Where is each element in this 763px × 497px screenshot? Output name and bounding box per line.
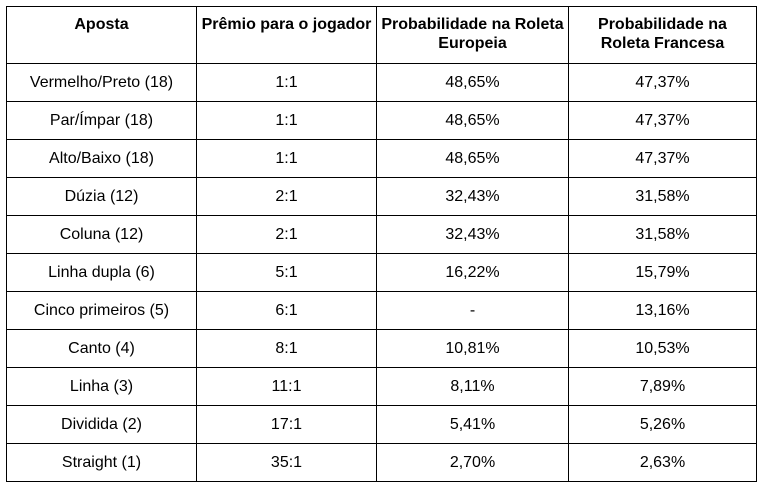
table-row: Canto (4) 8:1 10,81% 10,53%	[6, 329, 757, 368]
bet-cell: Dividida (2)	[6, 405, 197, 444]
probability-french-cell: 2,63%	[568, 443, 757, 482]
bet-cell: Cinco primeiros (5)	[6, 291, 197, 330]
header-row: Aposta Prêmio para o jogador Probabilida…	[6, 6, 757, 64]
payout-cell: 5:1	[196, 253, 377, 292]
payout-cell: 2:1	[196, 177, 377, 216]
payout-cell: 6:1	[196, 291, 377, 330]
roulette-odds-table: Aposta Prêmio para o jogador Probabilida…	[6, 6, 757, 482]
probability-french-cell: 47,37%	[568, 63, 757, 102]
payout-cell: 1:1	[196, 101, 377, 140]
table-row: Dividida (2) 17:1 5,41% 5,26%	[6, 405, 757, 444]
probability-french-cell: 10,53%	[568, 329, 757, 368]
header-payout: Prêmio para o jogador	[196, 6, 377, 64]
probability-french-cell: 7,89%	[568, 367, 757, 406]
table-row: Linha (3) 11:1 8,11% 7,89%	[6, 367, 757, 406]
header-probability-french: Probabilidade na Roleta Francesa	[568, 6, 757, 64]
probability-european-cell: 48,65%	[376, 139, 569, 178]
table-row: Vermelho/Preto (18) 1:1 48,65% 47,37%	[6, 63, 757, 102]
bet-cell: Dúzia (12)	[6, 177, 197, 216]
payout-cell: 1:1	[196, 139, 377, 178]
roulette-odds-table-container: Aposta Prêmio para o jogador Probabilida…	[6, 6, 757, 482]
probability-french-cell: 47,37%	[568, 101, 757, 140]
payout-cell: 8:1	[196, 329, 377, 368]
probability-french-cell: 31,58%	[568, 177, 757, 216]
probability-european-cell: 5,41%	[376, 405, 569, 444]
bet-cell: Vermelho/Preto (18)	[6, 63, 197, 102]
probability-european-cell: 2,70%	[376, 443, 569, 482]
payout-cell: 35:1	[196, 443, 377, 482]
payout-cell: 2:1	[196, 215, 377, 254]
probability-european-cell: 32,43%	[376, 215, 569, 254]
header-bet: Aposta	[6, 6, 197, 64]
bet-cell: Par/Ímpar (18)	[6, 101, 197, 140]
payout-cell: 11:1	[196, 367, 377, 406]
table-row: Linha dupla (6) 5:1 16,22% 15,79%	[6, 253, 757, 292]
payout-cell: 1:1	[196, 63, 377, 102]
table-row: Par/Ímpar (18) 1:1 48,65% 47,37%	[6, 101, 757, 140]
bet-cell: Linha (3)	[6, 367, 197, 406]
table-row: Alto/Baixo (18) 1:1 48,65% 47,37%	[6, 139, 757, 178]
table-row: Straight (1) 35:1 2,70% 2,63%	[6, 443, 757, 482]
probability-french-cell: 47,37%	[568, 139, 757, 178]
probability-french-cell: 15,79%	[568, 253, 757, 292]
table-header: Aposta Prêmio para o jogador Probabilida…	[6, 6, 757, 64]
bet-cell: Canto (4)	[6, 329, 197, 368]
probability-french-cell: 13,16%	[568, 291, 757, 330]
table-row: Dúzia (12) 2:1 32,43% 31,58%	[6, 177, 757, 216]
table-row: Coluna (12) 2:1 32,43% 31,58%	[6, 215, 757, 254]
probability-european-cell: 16,22%	[376, 253, 569, 292]
probability-european-cell: 8,11%	[376, 367, 569, 406]
payout-cell: 17:1	[196, 405, 377, 444]
probability-european-cell: -	[376, 291, 569, 330]
probability-french-cell: 31,58%	[568, 215, 757, 254]
probability-european-cell: 10,81%	[376, 329, 569, 368]
probability-european-cell: 32,43%	[376, 177, 569, 216]
probability-european-cell: 48,65%	[376, 101, 569, 140]
bet-cell: Coluna (12)	[6, 215, 197, 254]
bet-cell: Linha dupla (6)	[6, 253, 197, 292]
probability-french-cell: 5,26%	[568, 405, 757, 444]
bet-cell: Alto/Baixo (18)	[6, 139, 197, 178]
bet-cell: Straight (1)	[6, 443, 197, 482]
table-row: Cinco primeiros (5) 6:1 - 13,16%	[6, 291, 757, 330]
table-body: Vermelho/Preto (18) 1:1 48,65% 47,37% Pa…	[6, 63, 757, 482]
probability-european-cell: 48,65%	[376, 63, 569, 102]
header-probability-european: Probabilidade na Roleta Europeia	[376, 6, 569, 64]
